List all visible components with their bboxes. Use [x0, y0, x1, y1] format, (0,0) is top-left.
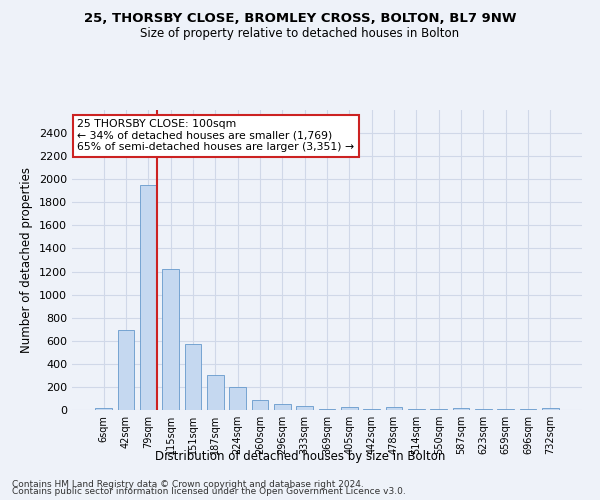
Text: Distribution of detached houses by size in Bolton: Distribution of detached houses by size … [155, 450, 445, 463]
Text: 25 THORSBY CLOSE: 100sqm
← 34% of detached houses are smaller (1,769)
65% of sem: 25 THORSBY CLOSE: 100sqm ← 34% of detach… [77, 119, 354, 152]
Bar [274, 404, 290, 410]
Bar [452, 408, 469, 410]
Bar [207, 375, 224, 410]
Bar [185, 344, 202, 410]
Bar [542, 408, 559, 410]
Bar [140, 185, 157, 410]
Bar [118, 330, 134, 410]
Bar [341, 406, 358, 410]
Text: Contains public sector information licensed under the Open Government Licence v3: Contains public sector information licen… [12, 488, 406, 496]
Text: Contains HM Land Registry data © Crown copyright and database right 2024.: Contains HM Land Registry data © Crown c… [12, 480, 364, 489]
Text: 25, THORSBY CLOSE, BROMLEY CROSS, BOLTON, BL7 9NW: 25, THORSBY CLOSE, BROMLEY CROSS, BOLTON… [84, 12, 516, 26]
Bar [162, 269, 179, 410]
Bar [296, 406, 313, 410]
Bar [95, 408, 112, 410]
Text: Size of property relative to detached houses in Bolton: Size of property relative to detached ho… [140, 28, 460, 40]
Bar [229, 387, 246, 410]
Bar [251, 400, 268, 410]
Bar [386, 408, 403, 410]
Y-axis label: Number of detached properties: Number of detached properties [20, 167, 34, 353]
